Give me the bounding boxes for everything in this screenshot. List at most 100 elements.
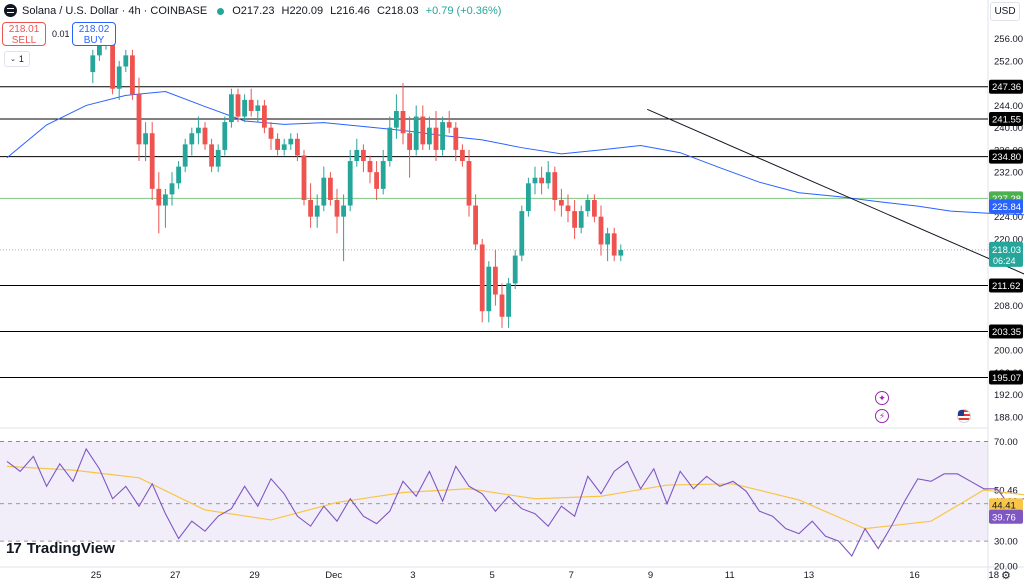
- candle-body: [499, 294, 505, 317]
- ma-price-badge: [989, 199, 1023, 214]
- candle-body: [209, 144, 214, 167]
- currency-dropdown[interactable]: USD: [990, 2, 1020, 21]
- candle-body: [486, 266, 492, 312]
- price-tick-label: 232.00: [994, 168, 1023, 179]
- candle-body: [268, 127, 274, 139]
- candle-body: [361, 149, 366, 162]
- candle-body: [605, 233, 610, 245]
- rsi-ma-badge: [989, 498, 1023, 513]
- candle-body: [215, 149, 221, 167]
- price-tick-label: 224.00: [994, 212, 1023, 223]
- sell-label: SELL: [11, 35, 37, 46]
- plus-circle-icon[interactable]: ✦: [875, 391, 889, 405]
- candle-body: [202, 127, 208, 145]
- sell-button[interactable]: 218.01 SELL: [2, 22, 46, 46]
- candle-body: [334, 199, 340, 217]
- settings-icon[interactable]: ⚙: [1001, 570, 1011, 582]
- quantity-dropdown[interactable]: ⌄ 1: [4, 51, 30, 67]
- level-price-badge: [989, 149, 1023, 164]
- candle-body: [308, 199, 313, 217]
- price-tick-label: 240.00: [994, 123, 1023, 134]
- candle-body: [512, 255, 518, 284]
- buy-label: BUY: [83, 35, 105, 46]
- rsi-value-badge: [989, 509, 1023, 524]
- candle-body: [110, 44, 115, 89]
- candle-body: [314, 205, 320, 217]
- candle-body: [519, 211, 525, 256]
- candle-body: [618, 250, 624, 256]
- rsi-tick-label: 70.00: [994, 437, 1018, 448]
- rsi-ma-line: [6, 465, 1024, 530]
- candle-body: [136, 94, 142, 145]
- candle-body: [394, 110, 399, 128]
- candle-body: [116, 66, 122, 89]
- ohlc-close: C218.03: [376, 5, 419, 17]
- level-price-label: 234.80: [992, 152, 1021, 163]
- buy-price: 218.02: [78, 24, 110, 35]
- candle-body: [526, 183, 531, 212]
- candle-body: [446, 122, 452, 128]
- candle-body: [466, 161, 472, 206]
- buy-button[interactable]: 218.02 BUY: [72, 22, 116, 46]
- spread-value: 0.01: [52, 29, 70, 39]
- symbol-title[interactable]: Solana / U.S. Dollar · 4h · COINBASE: [22, 5, 208, 17]
- candle-body: [176, 166, 181, 184]
- candle-body: [400, 110, 406, 134]
- time-tick-label: 27: [170, 570, 181, 580]
- level-price-label: 195.07: [992, 373, 1021, 384]
- candle-body: [242, 99, 247, 117]
- candle-body: [407, 133, 412, 150]
- logo-text: TradingView: [26, 540, 115, 557]
- candle-body: [321, 177, 327, 206]
- level-price-label: 211.62: [992, 281, 1020, 292]
- candle-body: [367, 161, 373, 173]
- level-price-badge: [989, 324, 1023, 339]
- moving-average-line: [6, 91, 1024, 216]
- rsi-band-fill: [0, 441, 988, 542]
- ohlc-high: H220.09: [281, 5, 324, 17]
- candle-body: [163, 194, 168, 206]
- us-flag-icon[interactable]: [957, 409, 971, 423]
- candle-body: [347, 161, 353, 206]
- candle-body: [182, 144, 188, 167]
- last-price-label: 218.03: [992, 245, 1021, 256]
- level-price-label: 203.35: [992, 327, 1021, 338]
- lightning-icon[interactable]: ⚡: [875, 409, 889, 423]
- time-tick-label: 18: [988, 570, 999, 580]
- symbol-header: Solana / U.S. Dollar · 4h · COINBASE O21…: [0, 0, 505, 22]
- tradingview-logo[interactable]: 17 TradingView: [6, 540, 115, 557]
- candle-body: [328, 177, 333, 200]
- price-tick-label: 244.00: [994, 101, 1023, 112]
- candle-body: [189, 133, 195, 145]
- candle-body: [433, 127, 439, 150]
- candle-body: [262, 105, 267, 128]
- candle-body: [420, 116, 426, 145]
- rsi-line: [6, 447, 1024, 558]
- candle-body: [380, 161, 386, 189]
- tradingview-mark-icon: 17: [6, 540, 22, 557]
- candle-body: [90, 55, 96, 73]
- candle-body: [275, 138, 280, 150]
- candle-body: [235, 94, 241, 117]
- candle-body: [545, 172, 551, 184]
- candle-body: [255, 105, 261, 111]
- price-tick-label: 200.00: [994, 346, 1023, 357]
- candle-body: [473, 205, 478, 245]
- level-price-badge: [989, 112, 1023, 127]
- candle-body: [592, 199, 597, 217]
- candle-body: [539, 177, 544, 184]
- time-tick-label: Dec: [325, 570, 342, 580]
- candle-body: [143, 133, 148, 145]
- time-tick-label: 13: [804, 570, 815, 580]
- candle-body: [295, 138, 300, 156]
- candle-body: [341, 205, 346, 217]
- candle-body: [281, 144, 287, 150]
- candle-body: [196, 127, 201, 134]
- candle-body: [354, 149, 360, 162]
- ohlc-change: +0.79 (+0.36%): [425, 5, 502, 17]
- price-tick-label: 252.00: [994, 56, 1023, 67]
- time-tick-label: 5: [489, 570, 494, 580]
- ma-price-label: 225.84: [992, 202, 1021, 213]
- quantity-value: 1: [18, 54, 24, 64]
